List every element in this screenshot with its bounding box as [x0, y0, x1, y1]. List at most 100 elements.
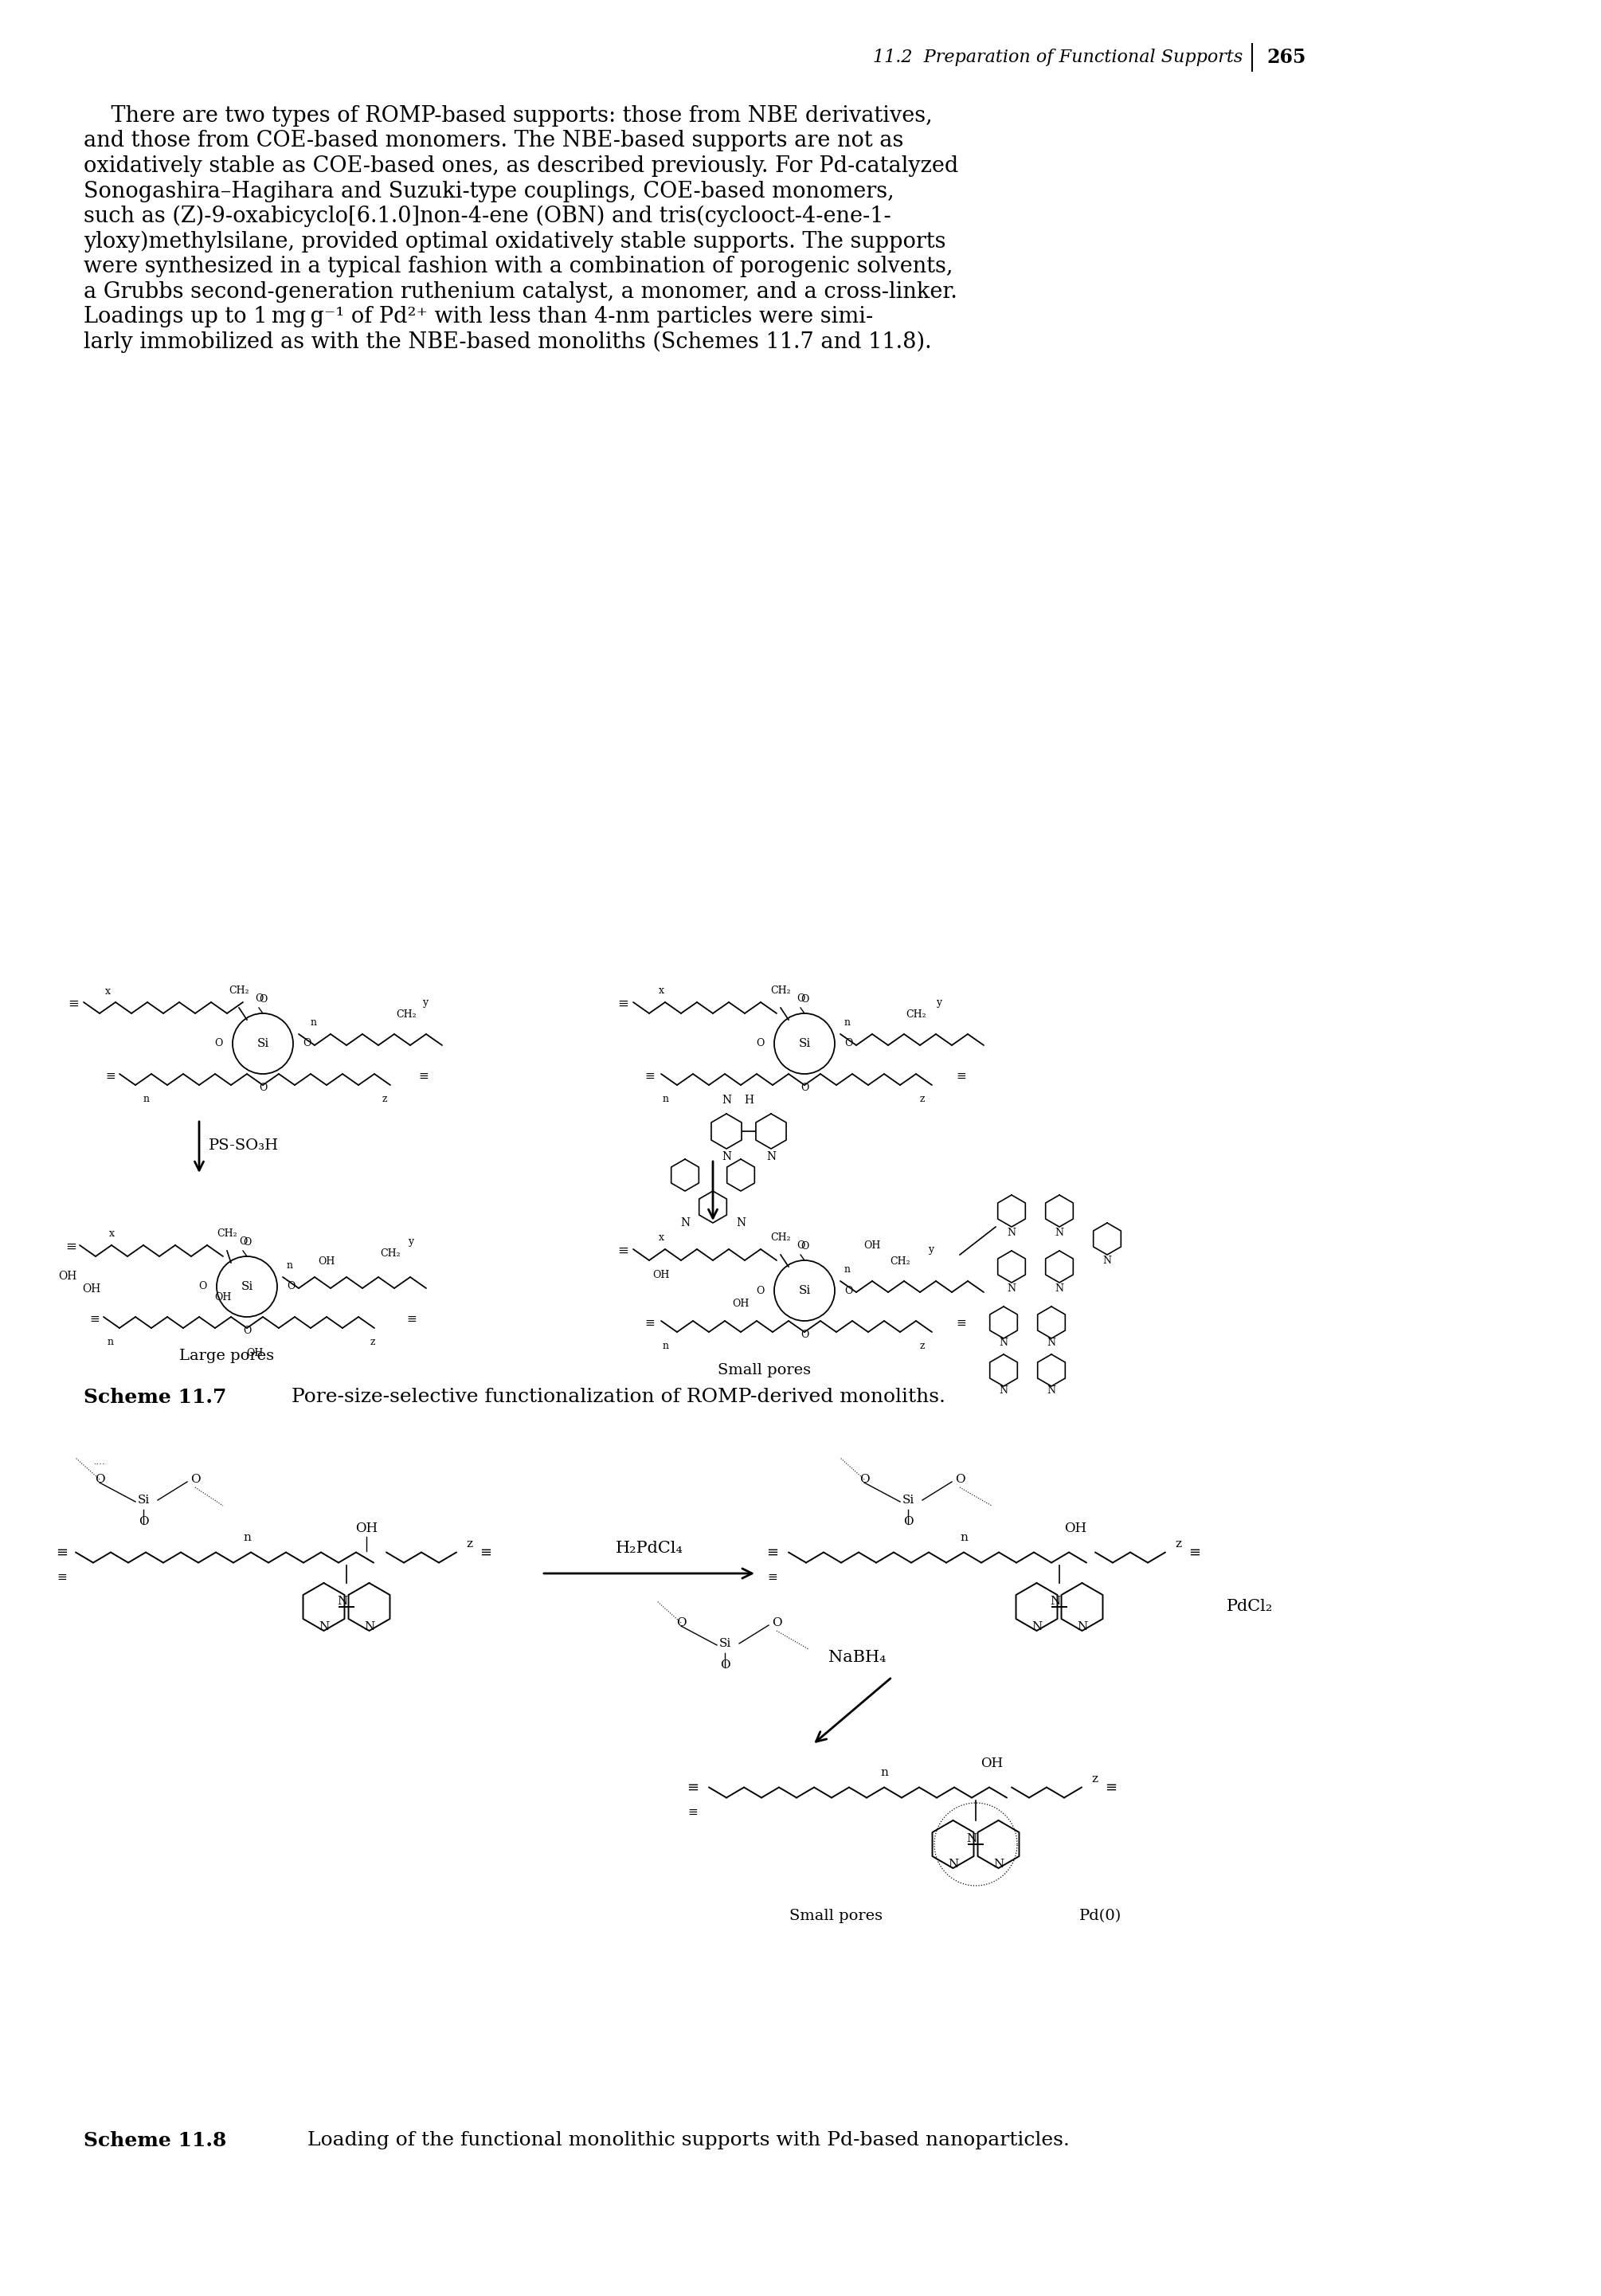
Text: larly immobilized as with the NBE-based monoliths (Schemes 11.7 and 11.8).: larly immobilized as with the NBE-based …	[83, 331, 932, 354]
Text: N: N	[999, 1387, 1009, 1396]
Text: 11.2  Preparation of Functional Supports: 11.2 Preparation of Functional Supports	[873, 48, 1242, 67]
Text: were synthesized in a typical fashion with a combination of porogenic solvents,: were synthesized in a typical fashion wi…	[83, 255, 953, 278]
Text: z: z	[370, 1336, 376, 1348]
Text: N: N	[948, 1860, 959, 1871]
Text: O: O	[860, 1474, 869, 1486]
Text: O: O	[903, 1515, 913, 1527]
Text: O: O	[243, 1325, 251, 1336]
Text: There are two types of ROMP-based supports: those from NBE derivatives,: There are two types of ROMP-based suppor…	[83, 106, 932, 126]
Text: ≡: ≡	[1105, 1782, 1117, 1795]
Text: Si: Si	[719, 1637, 732, 1649]
Text: ≡: ≡	[67, 996, 78, 1010]
Text: Si: Si	[799, 1286, 810, 1297]
Text: x: x	[658, 1233, 664, 1242]
Text: N: N	[1055, 1283, 1063, 1295]
Text: N: N	[1047, 1339, 1055, 1348]
Text: n: n	[107, 1336, 114, 1348]
Text: x: x	[104, 987, 110, 996]
Text: O: O	[720, 1660, 730, 1671]
Text: N: N	[1103, 1256, 1111, 1267]
Text: ≡: ≡	[1190, 1545, 1201, 1559]
Text: Loading of the functional monolithic supports with Pd-based nanoparticles.: Loading of the functional monolithic sup…	[295, 2131, 1069, 2149]
Text: O: O	[796, 1240, 805, 1251]
Text: ≡: ≡	[688, 1807, 698, 1818]
Text: a Grubbs second-generation ruthenium catalyst, a monomer, and a cross-linker.: a Grubbs second-generation ruthenium cat…	[83, 280, 957, 303]
Text: CH₂: CH₂	[890, 1256, 911, 1267]
Text: N: N	[319, 1621, 330, 1632]
Text: OH: OH	[319, 1256, 335, 1267]
Text: ≡: ≡	[58, 1573, 67, 1582]
Text: O: O	[303, 1038, 311, 1049]
Text: yloxy)methylsilane, provided optimal oxidatively stable supports. The supports: yloxy)methylsilane, provided optimal oxi…	[83, 230, 946, 253]
Text: CH₂: CH₂	[770, 985, 791, 996]
Text: OH: OH	[215, 1293, 232, 1302]
Text: Si: Si	[138, 1495, 149, 1506]
Text: N: N	[1077, 1621, 1087, 1632]
Text: n: n	[663, 1093, 669, 1104]
Text: Pd(0): Pd(0)	[1079, 1908, 1122, 1924]
Text: O: O	[756, 1286, 765, 1295]
Text: PS-SO₃H: PS-SO₃H	[208, 1139, 279, 1153]
Text: OH: OH	[863, 1240, 881, 1251]
Text: ≡: ≡	[956, 1070, 965, 1081]
Text: Large pores: Large pores	[179, 1348, 274, 1364]
Text: O: O	[243, 1238, 251, 1249]
Text: N: N	[363, 1621, 375, 1632]
Text: OH: OH	[247, 1348, 264, 1359]
Text: CH₂: CH₂	[395, 1010, 416, 1019]
Text: O: O	[259, 1081, 267, 1093]
Text: CH₂: CH₂	[906, 1010, 927, 1019]
Text: CH₂: CH₂	[770, 1233, 791, 1242]
Text: O: O	[138, 1515, 149, 1527]
Text: n: n	[844, 1017, 850, 1029]
Text: such as (Z)-9-oxabicyclo[6.1.0]non-4-ene (OBN) and tris(cyclooct-4-ene-1-: such as (Z)-9-oxabicyclo[6.1.0]non-4-ene…	[83, 207, 892, 227]
Text: 265: 265	[1266, 48, 1306, 67]
Text: CH₂: CH₂	[229, 985, 250, 996]
Text: O: O	[255, 994, 263, 1003]
Text: Loadings up to 1 mg g⁻¹ of Pd²⁺ with less than 4-nm particles were simi-: Loadings up to 1 mg g⁻¹ of Pd²⁺ with les…	[83, 305, 873, 328]
Text: O: O	[287, 1281, 295, 1293]
Text: ≡: ≡	[767, 1545, 778, 1559]
Text: OH: OH	[732, 1300, 749, 1309]
Text: y: y	[408, 1238, 413, 1247]
Text: ≡: ≡	[90, 1313, 99, 1325]
Text: O: O	[954, 1474, 965, 1486]
Text: O: O	[800, 1329, 809, 1339]
Text: ≡: ≡	[106, 1070, 115, 1081]
Text: O: O	[800, 1242, 809, 1251]
Text: z: z	[921, 1093, 925, 1104]
Text: O: O	[844, 1286, 852, 1295]
Text: n: n	[844, 1265, 850, 1274]
Text: N: N	[1055, 1228, 1063, 1238]
Text: ....: ....	[94, 1458, 106, 1465]
Text: ≡: ≡	[956, 1318, 965, 1329]
Text: z: z	[1092, 1773, 1098, 1784]
Text: N: N	[736, 1217, 746, 1228]
Text: y: y	[929, 1244, 933, 1254]
Text: ≡: ≡	[687, 1782, 700, 1795]
Text: z: z	[921, 1341, 925, 1350]
Text: oxidatively stable as COE-based ones, as described previously. For Pd-catalyzed: oxidatively stable as COE-based ones, as…	[83, 156, 959, 177]
Text: N: N	[1047, 1387, 1055, 1396]
Text: OH: OH	[82, 1283, 101, 1295]
Text: N: N	[338, 1596, 347, 1607]
Text: O: O	[94, 1474, 104, 1486]
Text: n: n	[243, 1531, 251, 1543]
Text: Pore-size-selective functionalization of ROMP-derived monoliths.: Pore-size-selective functionalization of…	[279, 1387, 946, 1405]
Text: OH: OH	[355, 1522, 378, 1536]
Text: N: N	[999, 1339, 1009, 1348]
Text: O: O	[199, 1281, 207, 1293]
Text: ≡: ≡	[480, 1545, 492, 1559]
Text: O: O	[259, 994, 267, 1006]
Text: ≡: ≡	[66, 1240, 77, 1254]
Text: O: O	[215, 1038, 223, 1049]
Text: z: z	[466, 1538, 472, 1550]
Text: O: O	[800, 994, 809, 1006]
Text: x: x	[109, 1228, 114, 1240]
Text: CH₂: CH₂	[379, 1249, 400, 1258]
Text: x: x	[658, 985, 664, 996]
Text: Sonogashira–Hagihara and Suzuki-type couplings, COE-based monomers,: Sonogashira–Hagihara and Suzuki-type cou…	[83, 181, 895, 202]
Text: O: O	[676, 1616, 687, 1628]
Text: n: n	[881, 1768, 889, 1777]
Text: O: O	[796, 994, 805, 1003]
